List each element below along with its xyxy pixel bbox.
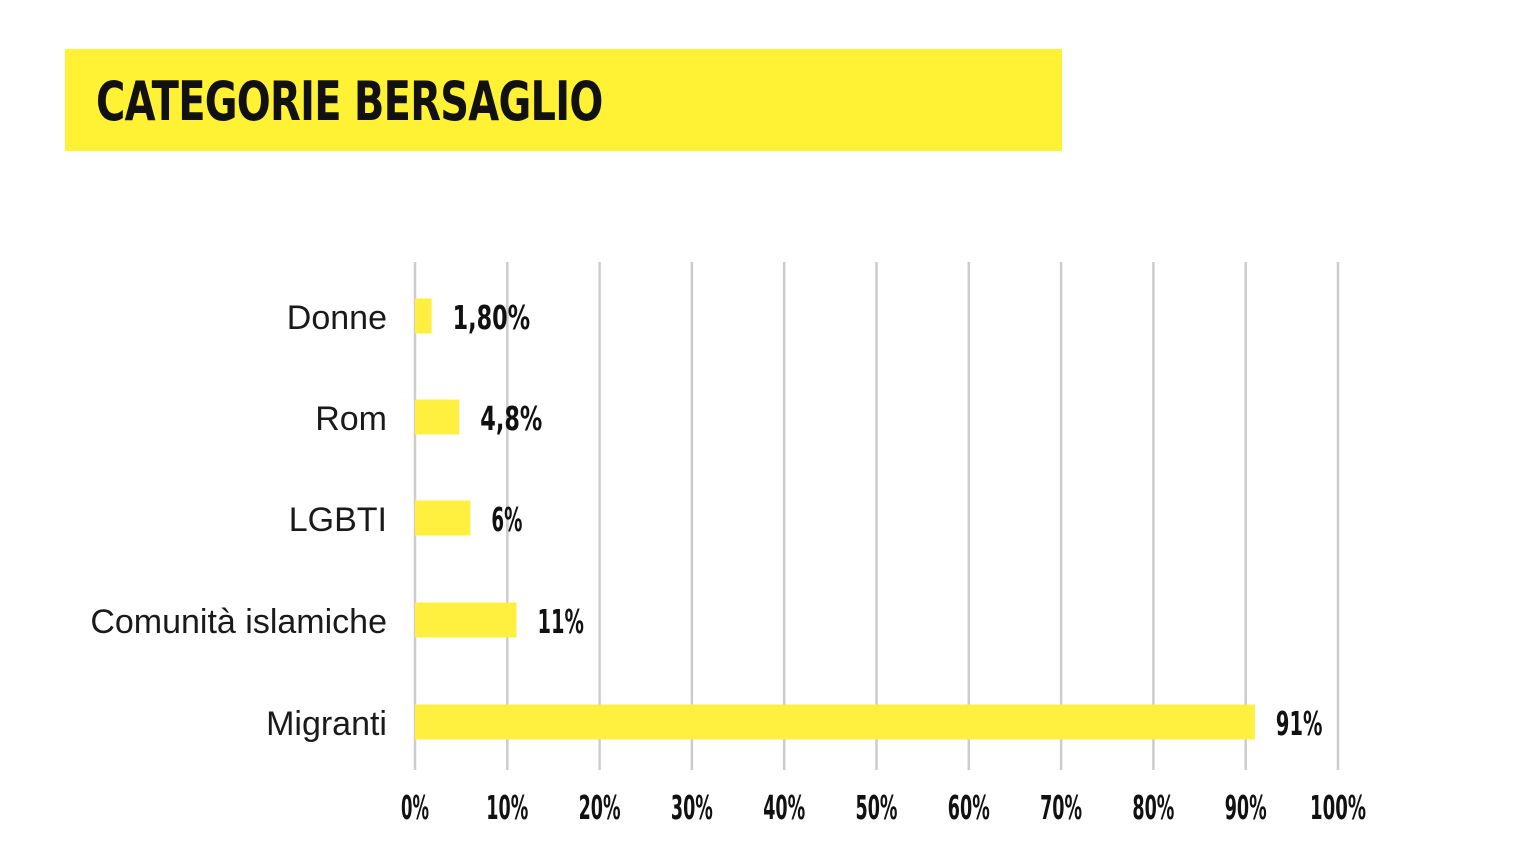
x-tick-label: 90%	[1225, 788, 1267, 827]
bars	[415, 298, 1255, 740]
category-label: Donne	[287, 299, 387, 337]
bar-comunit-islamiche	[415, 602, 517, 638]
value-label: 11%	[538, 602, 585, 641]
x-tick-label: 10%	[486, 788, 528, 827]
x-tick-label: 30%	[671, 788, 713, 827]
value-label: 1,80%	[453, 298, 531, 337]
x-tick-label: 20%	[579, 788, 621, 827]
grid-lines	[413, 262, 1340, 770]
x-tick-label: 70%	[1040, 788, 1082, 827]
category-label: LGBTI	[289, 501, 387, 539]
bar-lgbti	[415, 500, 471, 536]
x-tick-label: 40%	[763, 788, 805, 827]
value-label: 91%	[1276, 704, 1323, 743]
title-band	[65, 49, 1062, 151]
category-label: Rom	[315, 400, 387, 438]
bar-donne	[415, 298, 432, 334]
category-label: Migranti	[266, 705, 387, 743]
chart-title: CATEGORIE BERSAGLIO	[96, 70, 603, 133]
x-tick-labels: 0% 10% 20% 30% 40% 50% 60% 70% 80% 90% 100%	[401, 788, 1366, 827]
category-labels: Donne Rom LGBTI Comunità islamiche Migranti	[90, 299, 387, 743]
x-tick-label: 80%	[1132, 788, 1174, 827]
bar-migranti	[415, 704, 1255, 740]
x-tick-label: 0%	[401, 788, 429, 827]
x-tick-label: 100%	[1310, 788, 1366, 827]
x-tick-label: 50%	[856, 788, 898, 827]
value-label: 6%	[491, 500, 522, 539]
category-label: Comunità islamiche	[90, 603, 387, 641]
value-labels: 1,80% 4,8% 6% 11% 91%	[453, 298, 1323, 743]
x-tick-label: 60%	[948, 788, 990, 827]
value-label: 4,8%	[480, 399, 542, 438]
bar-rom	[415, 399, 460, 435]
